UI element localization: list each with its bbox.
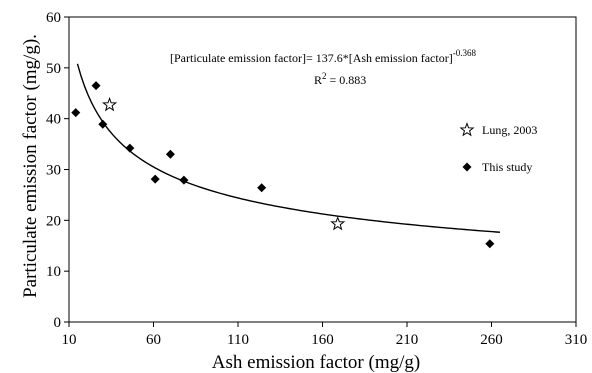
x-tick-label: 210 — [396, 332, 419, 348]
y-tick-label: 60 — [46, 10, 61, 26]
y-tick-label: 50 — [46, 61, 61, 77]
legend-star-shape — [459, 122, 475, 137]
data-point-diamond — [91, 81, 101, 91]
y-axis-title: Particulate emission factor (mg/g). — [20, 34, 41, 298]
x-tick-label: 110 — [227, 332, 249, 348]
legend-label-lung: Lung, 2003 — [482, 123, 537, 137]
legend-marker-study-diamond — [462, 162, 472, 172]
fit-equation-exponent: -0.368 — [453, 48, 477, 58]
legend-label-this-study: This study — [482, 160, 532, 174]
r-squared-value: = 0.883 — [327, 73, 367, 87]
data-point-diamond — [165, 149, 175, 159]
y-tick-label: 30 — [46, 163, 61, 179]
legend-marker-lung-star — [459, 122, 475, 137]
data-point-diamond — [485, 239, 495, 249]
r-squared-superscript: 2 — [322, 71, 327, 81]
fit-equation-main: [Particulate emission factor]= 137.6*[As… — [170, 51, 453, 65]
x-tick-label: 160 — [311, 332, 334, 348]
x-tick-label: 10 — [62, 332, 77, 348]
legend: Lung, 2003 This study — [459, 122, 537, 174]
x-axis-title: Ash emission factor (mg/g) — [212, 352, 420, 373]
data-point-star — [330, 215, 346, 231]
x-tick-label: 260 — [480, 332, 503, 348]
y-tick-label: 20 — [46, 213, 61, 229]
fit-curve — [76, 63, 501, 233]
data-point-diamond — [150, 174, 160, 184]
data-point-diamond — [125, 143, 135, 153]
data-point-star — [102, 96, 118, 112]
data-point-diamond — [257, 183, 267, 193]
r-squared-prefix: R — [314, 73, 322, 87]
x-tick-label: 60 — [146, 332, 161, 348]
fit-equation: [Particulate emission factor]= 137.6*[As… — [170, 48, 476, 65]
x-tick-label: 310 — [565, 332, 588, 348]
data-point-diamond — [179, 175, 189, 185]
y-tick-label: 0 — [54, 315, 62, 331]
r-squared: R2 = 0.883 — [314, 71, 366, 87]
data-point-diamond — [71, 108, 81, 118]
legend-diamond-shape — [462, 162, 472, 172]
y-tick-label: 10 — [46, 264, 61, 280]
data-point-diamond — [98, 119, 108, 129]
y-tick-label: 40 — [46, 112, 61, 128]
